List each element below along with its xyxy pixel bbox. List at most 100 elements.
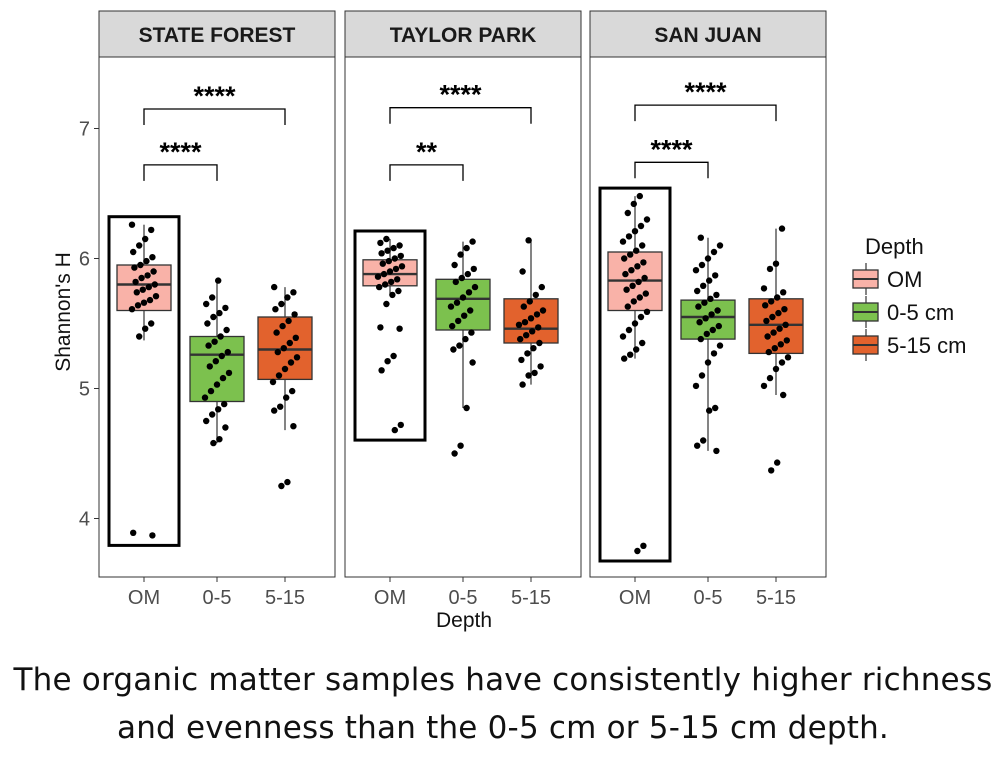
data-point — [774, 459, 781, 466]
caption-line-2: and evenness than the 0-5 cm or 5-15 cm … — [117, 710, 889, 746]
facet-title: STATE FOREST — [139, 24, 296, 47]
om-highlight-outline — [353, 229, 427, 442]
data-point — [695, 303, 702, 310]
data-point — [637, 222, 645, 230]
data-point — [287, 359, 295, 366]
data-point — [396, 242, 403, 249]
data-point — [539, 307, 547, 314]
data-point — [783, 337, 790, 344]
data-point — [777, 341, 784, 348]
data-point — [204, 320, 211, 327]
data-point — [286, 339, 293, 347]
data-point — [631, 228, 639, 235]
data-point — [526, 298, 533, 305]
data-point — [520, 303, 527, 310]
data-point — [450, 346, 457, 353]
data-point — [456, 342, 463, 349]
data-point — [697, 234, 704, 241]
data-point — [772, 260, 780, 267]
data-point — [630, 200, 637, 208]
data-point — [701, 299, 708, 306]
y-tick-label: 5 — [79, 379, 90, 401]
data-point — [692, 382, 700, 390]
data-point — [710, 248, 718, 256]
data-point — [384, 358, 391, 365]
significance-label: **** — [650, 134, 693, 164]
significance-label: **** — [159, 137, 202, 167]
y-tick-label: 4 — [79, 509, 90, 531]
data-point — [451, 261, 458, 269]
data-point — [525, 237, 532, 244]
data-point — [395, 287, 402, 295]
data-point — [707, 295, 714, 302]
x-tick-label: OM — [128, 587, 160, 609]
y-tick-label: 6 — [79, 249, 90, 271]
data-point — [633, 346, 640, 353]
significance-bracket — [389, 164, 464, 181]
data-point — [766, 265, 774, 273]
data-point — [390, 352, 397, 360]
data-point — [449, 322, 456, 330]
data-point — [625, 326, 633, 334]
significance-label: **** — [439, 80, 482, 110]
data-point — [784, 354, 792, 361]
data-point — [764, 333, 771, 340]
data-point — [134, 302, 142, 309]
facet-title: TAYLOR PARK — [390, 24, 537, 47]
data-point — [635, 278, 642, 286]
data-point — [710, 350, 718, 357]
data-point — [148, 320, 155, 327]
data-point — [782, 321, 789, 328]
data-point — [292, 334, 299, 341]
data-point — [766, 374, 774, 382]
data-point — [634, 263, 641, 270]
data-point — [383, 300, 390, 308]
y-axis: 4 5 6 7 — [79, 119, 99, 531]
data-point — [637, 313, 645, 321]
data-point — [536, 339, 543, 347]
data-point — [206, 363, 213, 370]
data-point — [284, 294, 291, 301]
facet-panel-2: SAN JUAN OM 0-5 5-15 **** **** — [589, 10, 827, 609]
data-point — [284, 478, 291, 486]
data-point — [468, 329, 475, 336]
data-point — [627, 351, 634, 358]
x-tick-label: 5-15 — [756, 587, 796, 609]
data-point — [279, 322, 286, 330]
data-point — [780, 289, 787, 296]
data-point — [703, 330, 710, 338]
data-point — [388, 278, 395, 286]
data-point — [138, 274, 145, 282]
data-point — [269, 378, 277, 386]
data-point — [377, 324, 384, 331]
significance-label: **** — [684, 77, 727, 107]
data-point — [643, 308, 651, 315]
data-point — [275, 372, 283, 379]
data-point — [136, 333, 143, 340]
data-point — [221, 400, 228, 408]
data-point — [212, 358, 219, 365]
data-point — [397, 252, 404, 260]
data-point — [290, 289, 297, 296]
data-point — [394, 276, 401, 283]
data-point — [453, 299, 461, 306]
data-point — [775, 309, 782, 317]
x-tick-label: OM — [619, 587, 651, 609]
data-point — [281, 365, 289, 373]
data-point — [624, 303, 631, 310]
box-5-15 — [748, 298, 804, 355]
data-point — [712, 404, 719, 412]
data-point — [385, 257, 392, 265]
y-axis-title: Shannon's H — [52, 252, 75, 372]
data-point — [213, 381, 221, 388]
data-point — [209, 294, 216, 301]
data-point — [716, 342, 724, 349]
data-point — [272, 306, 279, 313]
data-point — [700, 437, 707, 444]
data-point — [625, 233, 633, 240]
data-point — [151, 281, 158, 288]
data-point — [457, 442, 464, 449]
data-point — [278, 300, 285, 308]
data-point — [376, 283, 383, 291]
